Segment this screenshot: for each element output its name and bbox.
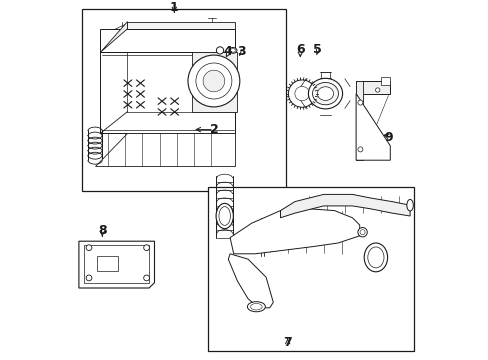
- Bar: [208, 187, 413, 351]
- Circle shape: [357, 100, 362, 105]
- Polygon shape: [101, 29, 235, 52]
- Circle shape: [294, 86, 309, 101]
- Polygon shape: [355, 81, 389, 94]
- Circle shape: [359, 230, 365, 235]
- Bar: [97, 256, 118, 271]
- Polygon shape: [101, 22, 127, 52]
- Bar: [82, 9, 285, 191]
- Text: 7: 7: [283, 336, 291, 349]
- Ellipse shape: [367, 247, 383, 268]
- Circle shape: [375, 88, 379, 92]
- Ellipse shape: [364, 243, 387, 272]
- Text: 5: 5: [313, 43, 321, 56]
- Circle shape: [86, 245, 92, 251]
- Ellipse shape: [216, 203, 233, 229]
- Polygon shape: [230, 209, 359, 254]
- Ellipse shape: [219, 207, 230, 225]
- Ellipse shape: [250, 303, 262, 310]
- Text: 9: 9: [384, 131, 392, 144]
- Ellipse shape: [247, 302, 265, 312]
- Circle shape: [187, 55, 239, 107]
- Polygon shape: [95, 133, 235, 166]
- Polygon shape: [79, 241, 154, 288]
- Circle shape: [216, 47, 223, 54]
- Polygon shape: [355, 94, 389, 160]
- Ellipse shape: [406, 199, 412, 211]
- Circle shape: [86, 275, 92, 281]
- Text: 8: 8: [98, 224, 106, 237]
- Polygon shape: [192, 52, 237, 112]
- Text: 2: 2: [209, 123, 218, 136]
- Circle shape: [203, 70, 224, 92]
- Ellipse shape: [308, 78, 342, 109]
- Ellipse shape: [312, 82, 338, 105]
- Circle shape: [143, 275, 149, 281]
- Ellipse shape: [230, 49, 235, 52]
- Polygon shape: [355, 81, 363, 160]
- Polygon shape: [280, 194, 409, 218]
- Circle shape: [143, 245, 149, 251]
- Ellipse shape: [317, 87, 333, 100]
- Polygon shape: [127, 22, 235, 29]
- Text: 1: 1: [169, 1, 178, 14]
- Polygon shape: [228, 254, 273, 308]
- Polygon shape: [381, 77, 389, 85]
- Circle shape: [196, 63, 231, 99]
- Circle shape: [357, 147, 362, 152]
- Circle shape: [288, 80, 315, 107]
- Text: 6: 6: [295, 43, 304, 56]
- Ellipse shape: [228, 48, 237, 53]
- Polygon shape: [101, 52, 235, 133]
- Text: 4: 4: [224, 45, 232, 58]
- Circle shape: [357, 228, 366, 237]
- Text: 3: 3: [237, 45, 245, 58]
